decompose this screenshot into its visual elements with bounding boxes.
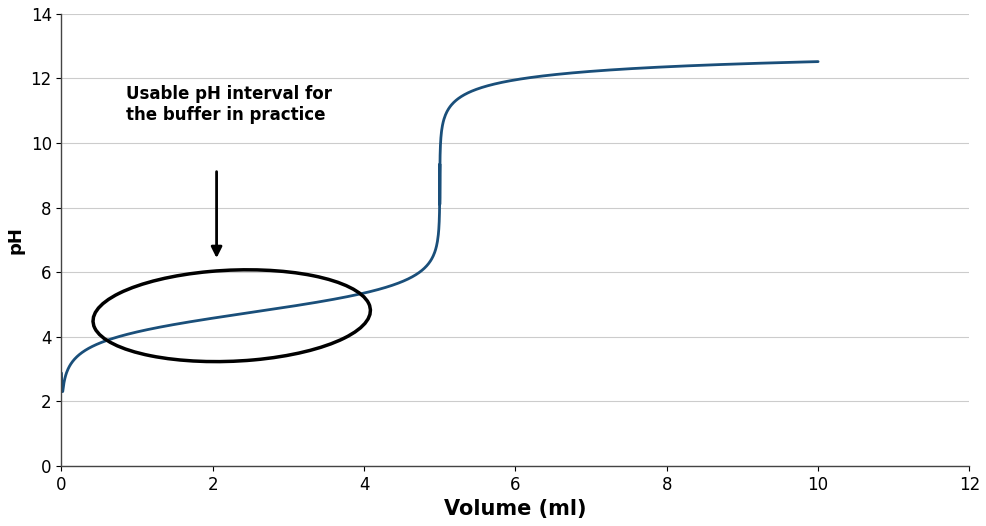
Text: Usable pH interval for
the buffer in practice: Usable pH interval for the buffer in pra… [125,85,331,124]
X-axis label: Volume (ml): Volume (ml) [444,499,586,519]
Y-axis label: pH: pH [7,226,25,254]
